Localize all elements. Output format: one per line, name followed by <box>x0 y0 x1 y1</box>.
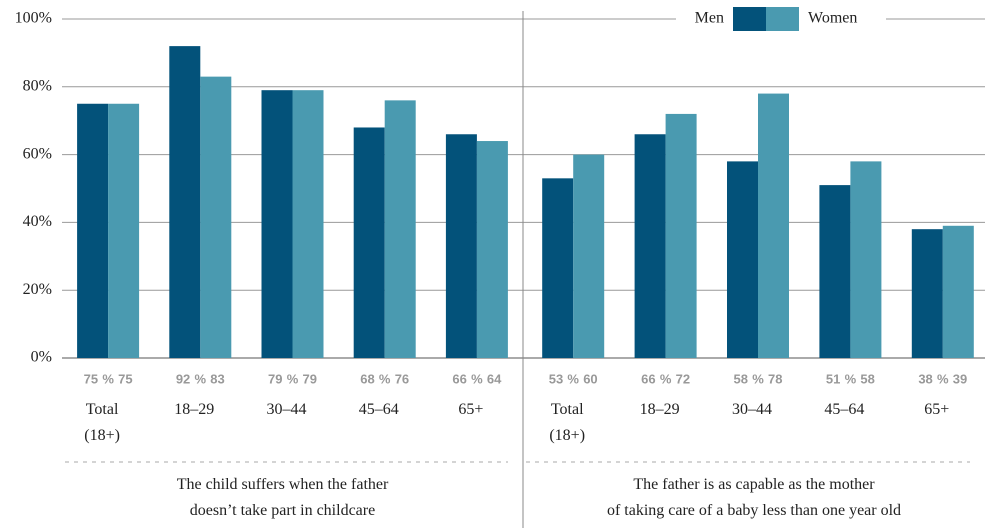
value-label: 75 <box>84 371 98 386</box>
bar <box>573 154 605 358</box>
bar <box>542 178 574 358</box>
value-label-separator: % <box>471 371 483 386</box>
bar <box>261 90 293 358</box>
value-label: 72 <box>676 371 690 386</box>
value-label: 58 <box>860 371 874 386</box>
value-label: 68 <box>360 371 374 386</box>
value-label-separator: % <box>195 371 207 386</box>
legend-swatch <box>733 7 766 31</box>
value-label-separator: % <box>102 371 114 386</box>
x-tick-label: 30–44 <box>732 401 772 418</box>
x-tick-label: 18–29 <box>639 401 680 418</box>
bar <box>353 127 385 358</box>
bar <box>292 90 324 358</box>
bar <box>476 141 508 358</box>
value-label: 53 <box>549 371 563 386</box>
bar <box>942 225 974 358</box>
value-label: 79 <box>268 371 282 386</box>
bar <box>850 161 882 358</box>
y-tick-label: 20% <box>23 281 52 298</box>
value-label: 60 <box>583 371 597 386</box>
bar <box>911 229 943 358</box>
value-label-separator: % <box>379 371 391 386</box>
value-label: 76 <box>395 371 409 386</box>
bar <box>758 93 789 358</box>
value-label: 64 <box>487 371 502 386</box>
legend-swatch <box>766 7 799 31</box>
x-tick-label: 30–44 <box>266 401 307 418</box>
value-label: 92 <box>176 371 190 386</box>
y-tick-label: 60% <box>23 145 52 162</box>
value-label: 75 <box>118 371 132 386</box>
value-label-separator: % <box>845 371 857 386</box>
value-label: 39 <box>953 371 967 386</box>
y-tick-label: 100% <box>15 10 52 27</box>
value-label: 78 <box>768 371 782 386</box>
value-label-separator: % <box>937 371 949 386</box>
x-tick-label: Total (18+) <box>84 401 120 444</box>
value-label: 58 <box>734 371 748 386</box>
y-tick-label: 80% <box>23 77 52 94</box>
x-tick-label: 18–29 <box>174 401 215 418</box>
bar <box>77 103 109 358</box>
x-tick-label: 45–64 <box>824 401 865 418</box>
bar <box>634 134 666 358</box>
x-tick-label: Total (18+) <box>549 401 586 444</box>
group-label: The father is as capable as the mother o… <box>606 476 902 519</box>
value-label: 83 <box>210 371 224 386</box>
bar <box>727 161 758 358</box>
bar <box>665 113 697 358</box>
y-tick-label: 40% <box>23 213 52 230</box>
value-label: 51 <box>826 371 840 386</box>
bar <box>384 100 416 359</box>
bar <box>445 134 477 358</box>
value-label-separator: % <box>752 371 764 386</box>
value-label: 66 <box>452 371 466 386</box>
value-label-separator: % <box>287 371 299 386</box>
bar <box>200 76 232 358</box>
bar <box>169 46 201 359</box>
x-tick-label: 65+ <box>924 401 950 418</box>
value-label: 38 <box>918 371 932 386</box>
bar <box>108 103 140 358</box>
x-tick-label: 45–64 <box>358 401 399 418</box>
x-tick-label: 65+ <box>458 401 484 418</box>
y-tick-label: 0% <box>31 349 52 366</box>
value-label-separator: % <box>660 371 672 386</box>
value-label: 79 <box>303 371 317 386</box>
legend-label: Men <box>695 10 724 27</box>
value-label-separator: % <box>567 371 579 386</box>
legend-label: Women <box>808 10 857 27</box>
group-label: The child suffers when the father doesn’… <box>176 476 389 519</box>
value-label: 66 <box>641 371 655 386</box>
bar <box>819 185 851 358</box>
